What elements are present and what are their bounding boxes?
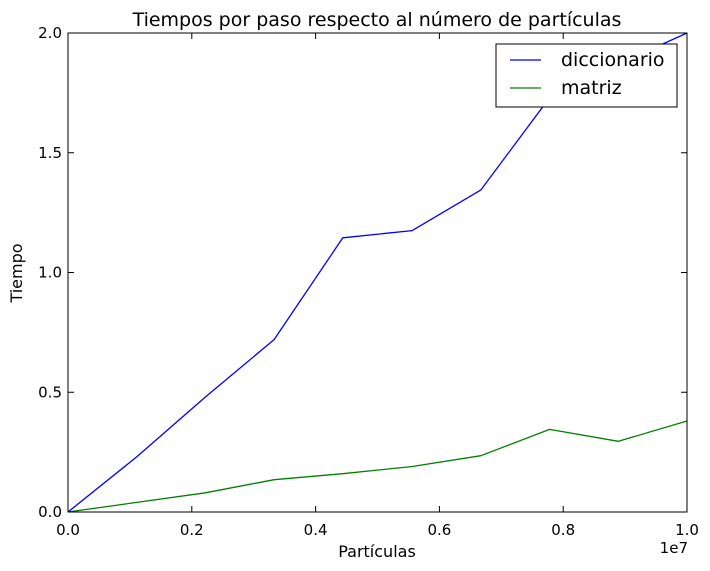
x-tick-label-1: 0.2 <box>180 521 204 539</box>
x-tick-label-2: 0.4 <box>304 521 328 539</box>
legend: diccionario matriz <box>495 43 678 108</box>
x-axis-title: Partículas <box>338 542 416 561</box>
x-tick-label-4: 0.8 <box>551 521 575 539</box>
x-tick-label-5: 1.0 <box>675 521 699 539</box>
y-axis-title: Tiempo <box>7 243 26 303</box>
y-tick-label-0: 0.0 <box>38 503 62 521</box>
x-tick-label-3: 0.6 <box>427 521 451 539</box>
chart-title: Tiempos por paso respecto al número de p… <box>132 9 622 31</box>
y-tick-label-4: 2.0 <box>38 24 62 42</box>
x-axis-offset-label: 1e7 <box>660 539 688 557</box>
legend-box <box>495 43 678 108</box>
y-tick-label-3: 1.5 <box>38 144 62 162</box>
series-line-matriz <box>67 420 688 513</box>
ticks-layer: 0.0 0.2 0.4 0.6 0.8 1.0 0.0 0.5 1.0 1.5 2.0 <box>38 24 699 539</box>
legend-label-matriz: matriz <box>561 77 622 99</box>
x-tick-label-0: 0.0 <box>56 521 80 539</box>
legend-label-diccionario: diccionario <box>561 49 665 71</box>
y-tick-label-2: 1.0 <box>38 264 62 282</box>
y-tick-label-1: 0.5 <box>38 383 62 401</box>
